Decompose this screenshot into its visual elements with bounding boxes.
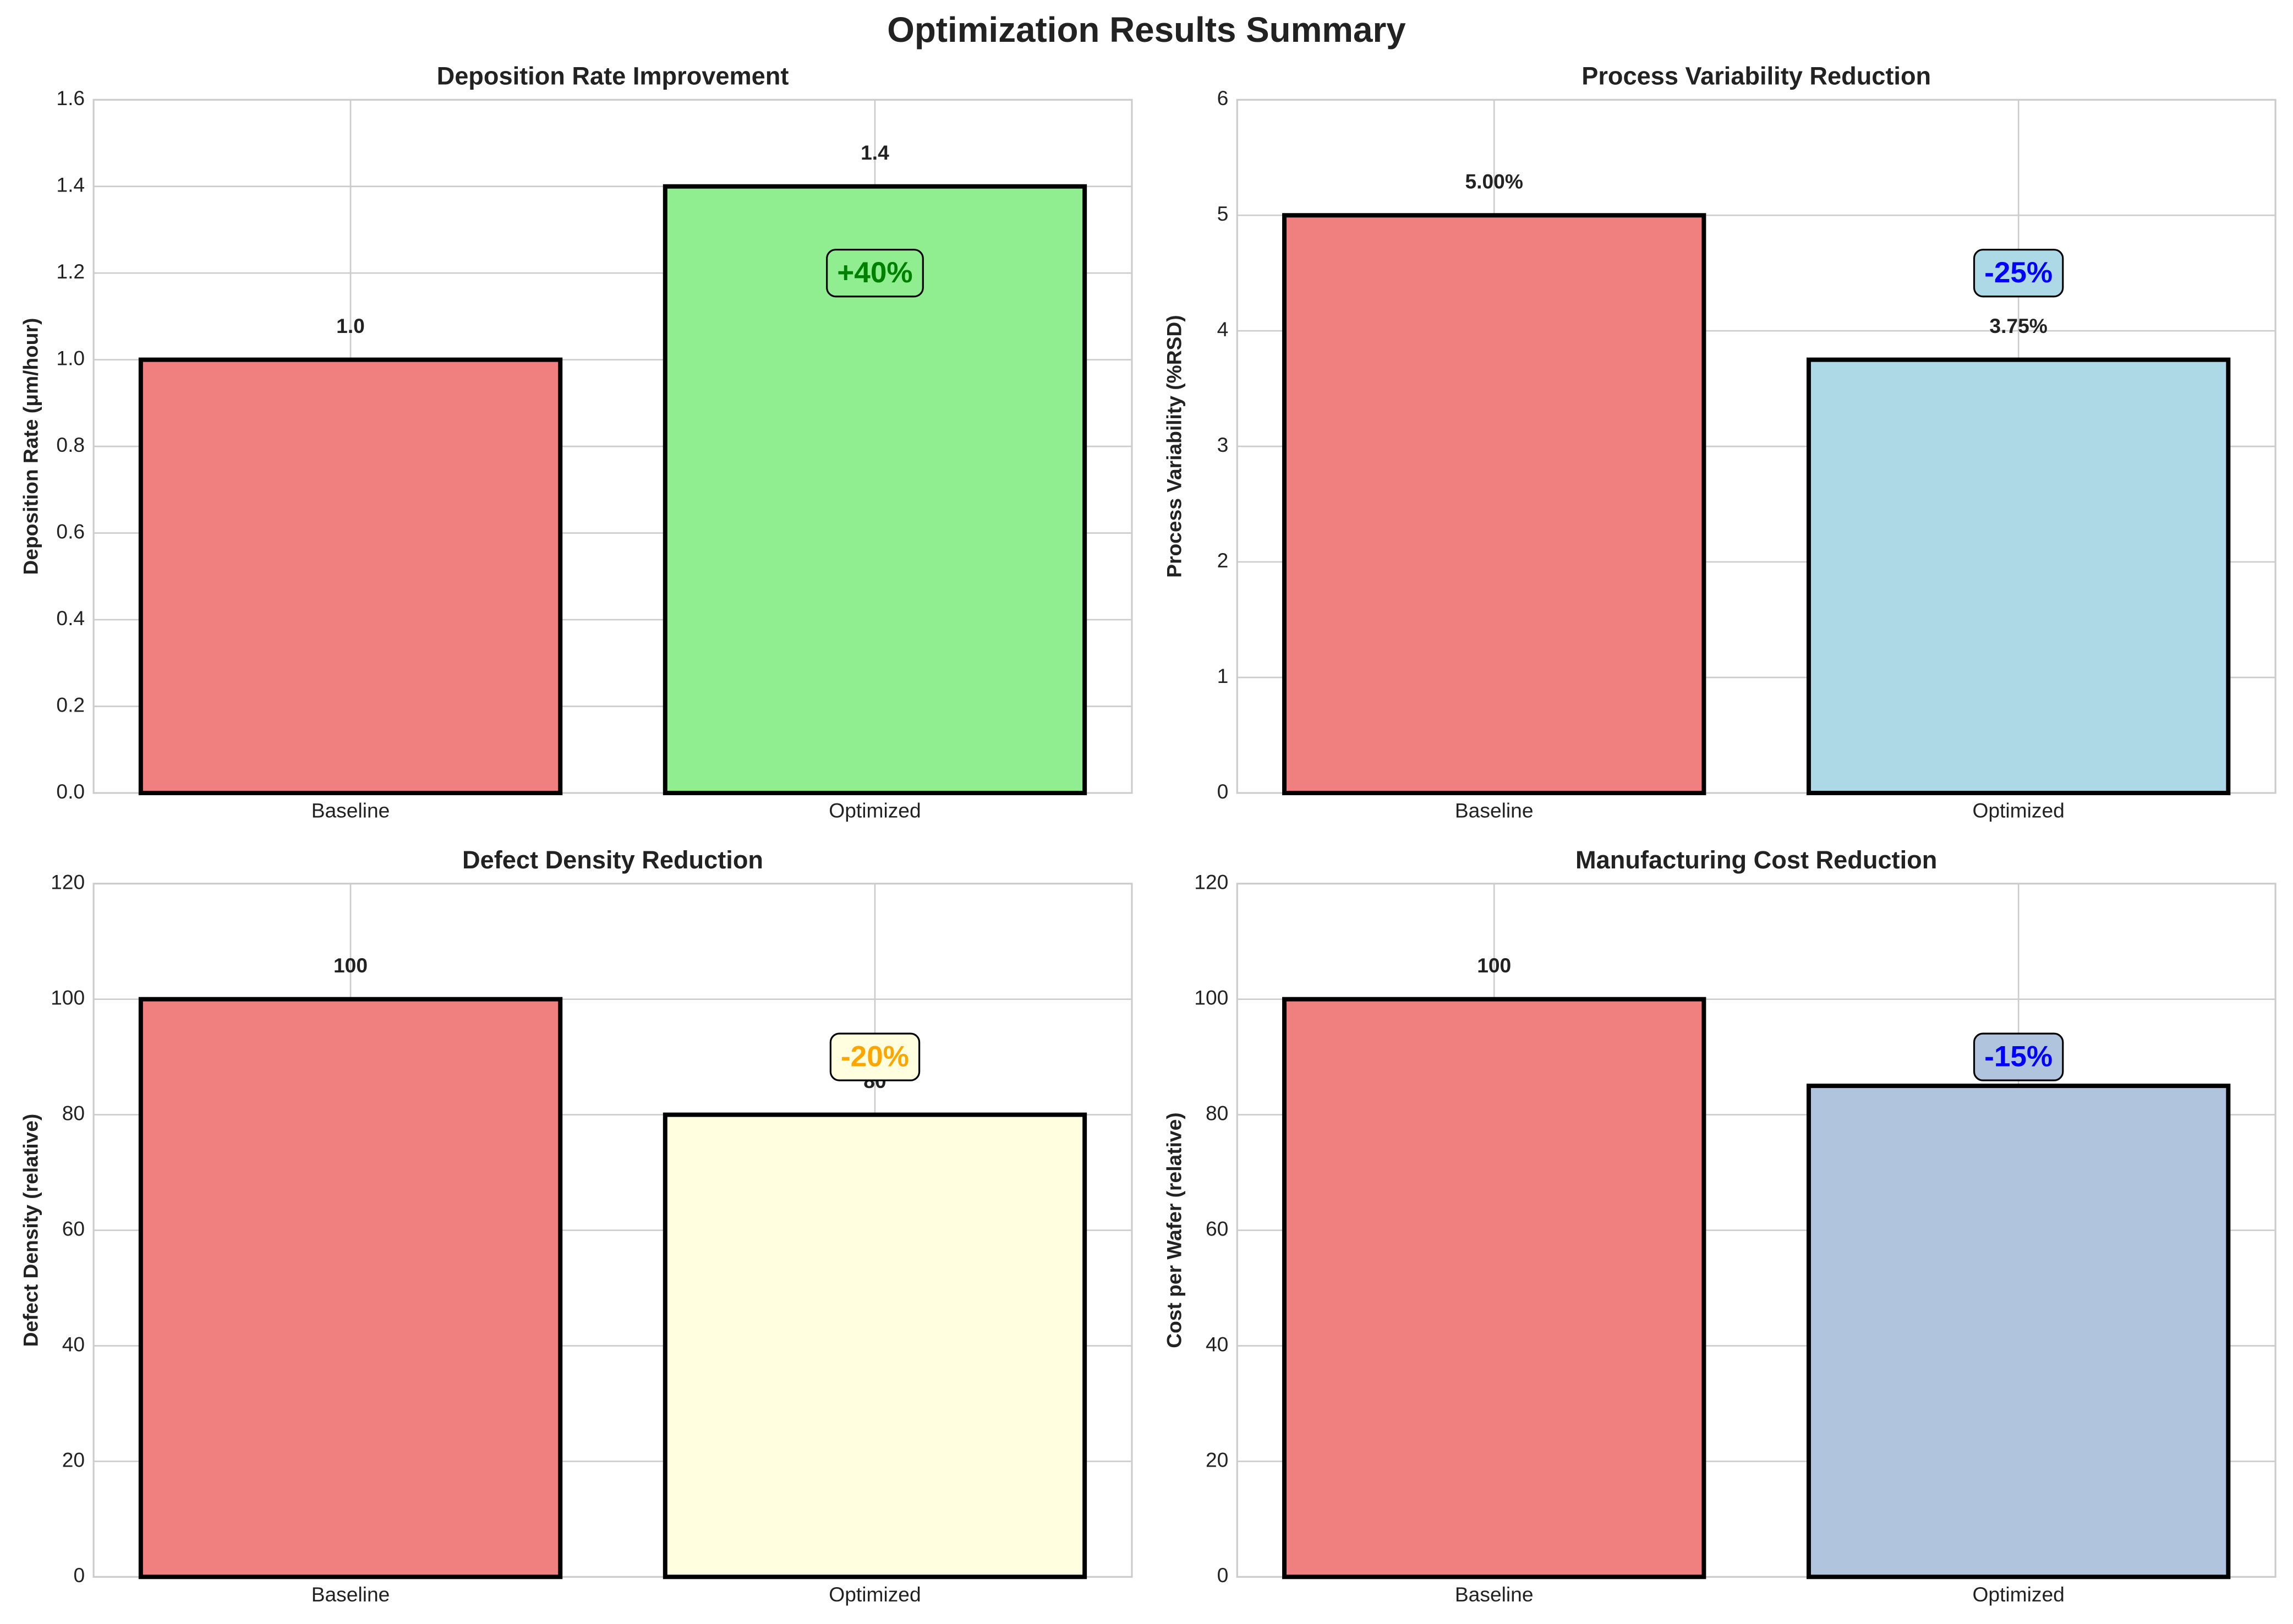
x-tick-label: Baseline xyxy=(1455,1583,1534,1606)
y-tick-label: 40 xyxy=(62,1332,85,1355)
value-label: 1.4 xyxy=(861,141,889,164)
y-tick-label: 80 xyxy=(62,1101,85,1124)
x-tick-label: Optimized xyxy=(829,799,921,822)
subplot: 0 20 40 60 80 100 120 Baseline 100 Optimized Manuf… xyxy=(1162,846,2276,1606)
y-tick-label: 60 xyxy=(1206,1217,1228,1240)
y-tick-label: 120 xyxy=(51,871,85,894)
bar xyxy=(1806,1084,2231,1579)
y-tick-label: 4 xyxy=(1217,318,1229,341)
y-tick-label: 1.4 xyxy=(56,173,85,196)
value-label: 1.0 xyxy=(336,314,365,337)
x-tick-label: Baseline xyxy=(311,799,390,822)
x-tick-label: Optimized xyxy=(829,1583,921,1606)
annotation: -20% xyxy=(841,1040,909,1073)
value-label: 100 xyxy=(1477,954,1511,977)
y-tick-label: 5 xyxy=(1217,202,1229,225)
bar xyxy=(663,1112,1087,1579)
figure-title: Optimization Results Summary xyxy=(887,10,1406,50)
y-tick-label: 0.0 xyxy=(56,780,85,803)
y-tick-label: 40 xyxy=(1206,1332,1228,1355)
y-tick-label: 60 xyxy=(62,1217,85,1240)
subplot: 020406080100120Baseline100Optimized80Def… xyxy=(19,846,1133,1606)
y-tick-label: 3 xyxy=(1217,433,1229,456)
y-tick-label: 0.2 xyxy=(56,693,85,716)
value-label: 100 xyxy=(333,954,368,977)
y-tick-label: 100 xyxy=(1194,986,1228,1009)
annotation-box xyxy=(829,1032,921,1081)
y-tick-label: 6 xyxy=(1217,86,1229,110)
annotation-box xyxy=(1973,249,2064,298)
x-tick-label: Optimized xyxy=(1972,799,2064,822)
y-tick-label: 0.8 xyxy=(56,433,85,456)
value-label: 3.75% xyxy=(1989,314,2047,337)
y-axis-label: Cost per Wafer (relative) xyxy=(1162,1112,1185,1348)
y-tick-label: 1 xyxy=(1217,664,1229,687)
y-tick-label: 20 xyxy=(62,1448,85,1471)
bar xyxy=(1282,213,1706,795)
plot-frame xyxy=(92,883,1133,1578)
y-tick-label: 20 xyxy=(1206,1448,1228,1471)
annotation: -15% xyxy=(1984,1040,2053,1073)
y-tick-label: 1.0 xyxy=(56,346,85,369)
y-axis-label: Deposition Rate (μm/hour) xyxy=(19,318,42,575)
y-tick-label: 0 xyxy=(1217,1563,1229,1587)
annotation-box xyxy=(826,249,924,298)
annotation-box xyxy=(1973,1032,2064,1081)
value-label: 5.00% xyxy=(1465,170,1523,193)
y-axis-label: Defect Density (relative) xyxy=(19,1114,42,1347)
y-tick-label: 0.4 xyxy=(56,606,85,630)
y-tick-label: 1.6 xyxy=(56,86,85,110)
subplot-title: Deposition Rate Improvement xyxy=(437,62,789,90)
y-tick-label: 1.2 xyxy=(56,260,85,283)
y-tick-label: 2 xyxy=(1217,549,1229,572)
subplot: 0 1 2 3 4 5 6 Baseline 5.00% Optimized 3.75% Proces… xyxy=(1162,62,2276,822)
subplot-title: Manufacturing Cost Reduction xyxy=(1575,846,1937,874)
x-tick-label: Baseline xyxy=(1455,799,1534,822)
bar xyxy=(138,997,563,1579)
y-tick-label: 0.6 xyxy=(56,520,85,543)
bar xyxy=(1282,997,1706,1579)
y-tick-label: 120 xyxy=(1194,871,1228,894)
bar xyxy=(1806,357,2231,795)
y-axis-label: Process Variability (%RSD) xyxy=(1162,315,1185,577)
annotation: -25% xyxy=(1984,256,2053,289)
plot-frame xyxy=(92,99,1133,794)
annotation: +40% xyxy=(837,256,912,289)
x-tick-label: Optimized xyxy=(1972,1583,2064,1606)
plot-frame xyxy=(1236,99,2276,794)
subplot-title: Defect Density Reduction xyxy=(462,846,763,874)
x-tick-label: Baseline xyxy=(311,1583,390,1606)
y-tick-label: 0 xyxy=(1217,780,1229,803)
y-tick-label: 80 xyxy=(1206,1101,1228,1124)
subplot: 0.0 0.2 0.4 0.6 0.8 1.0 1.2 1.4 1.6 Baseline 1.0 Op… xyxy=(19,62,1133,822)
subplot-title: Process Variability Reduction xyxy=(1581,62,1931,90)
y-tick-label: 100 xyxy=(51,986,85,1009)
bar xyxy=(138,357,563,795)
y-tick-label: 0 xyxy=(73,1563,85,1587)
plot-frame xyxy=(1236,883,2276,1578)
